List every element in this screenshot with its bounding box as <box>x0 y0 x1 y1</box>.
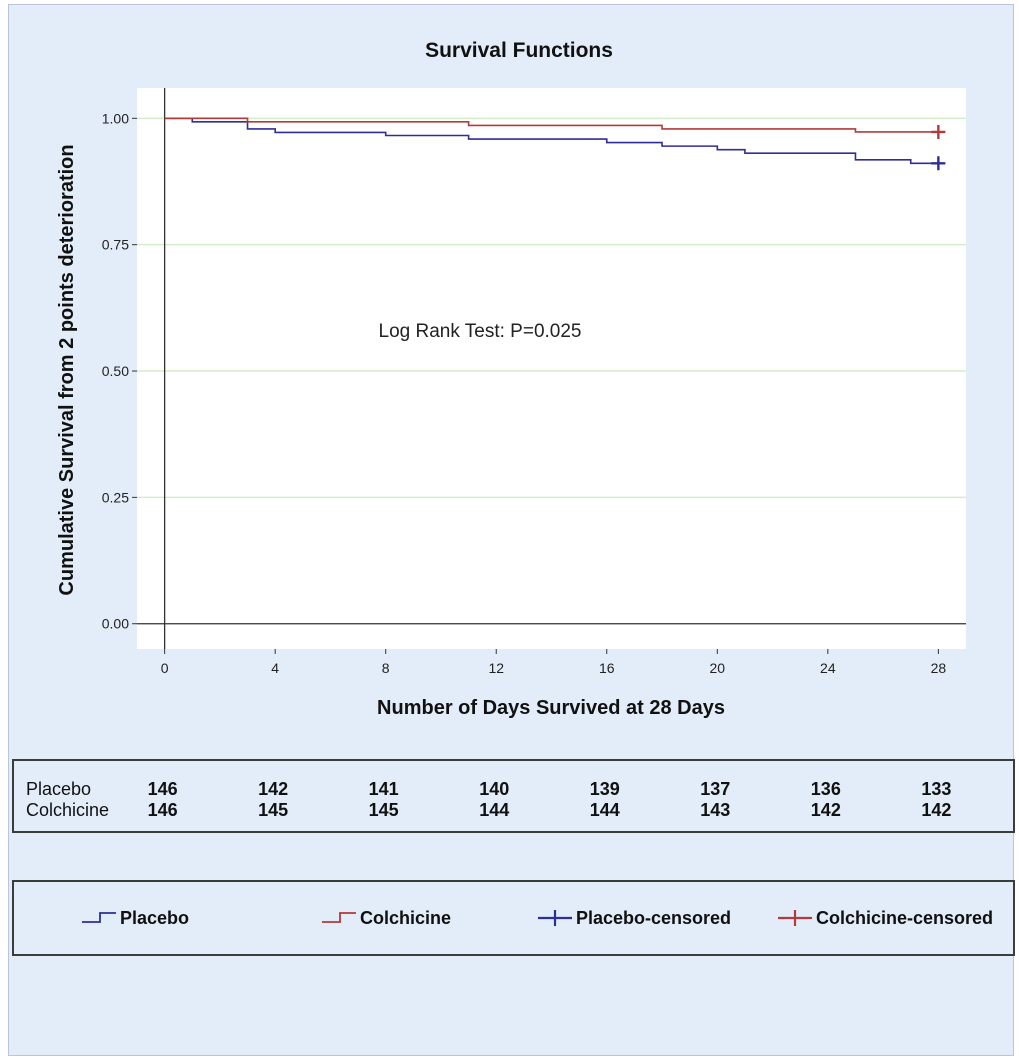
legend-item-colchicine: Colchicine <box>320 882 451 954</box>
legend-plus-icon-2 <box>538 910 572 926</box>
risk-value: 142 <box>258 779 289 799</box>
x-tick-label-7: 28 <box>931 660 947 676</box>
censor-mark-colchicine-0 <box>931 124 946 139</box>
x-axis-title: Number of Days Survived at 28 Days <box>377 697 725 719</box>
y-tick-label-3: 0.75 <box>102 237 129 253</box>
censor-mark-placebo-0 <box>931 156 946 171</box>
y-axis-title: Cumulative Survival from 2 points deteri… <box>56 144 78 595</box>
legend-label: Colchicine-censored <box>816 907 994 928</box>
legend-plus-icon-3 <box>778 910 812 926</box>
risk-value: 142 <box>921 800 952 820</box>
legend-step-icon-1 <box>322 912 356 923</box>
risk-value: 133 <box>921 779 952 799</box>
legend-item-colchicine-censored: Colchicine-censored <box>776 882 993 954</box>
x-tick-label-1: 4 <box>271 660 279 676</box>
tick-labels: 0.00 0.25 0.50 0.75 1.00 0 4 8 12 16 20 24 28 <box>102 110 947 676</box>
plot-area <box>137 88 966 649</box>
x-tick-label-0: 0 <box>161 660 169 676</box>
legend-step-icon-0 <box>82 912 116 923</box>
legend: Placebo Colchicine Placebo-censored Colchic… <box>12 880 1015 956</box>
risk-value: 140 <box>479 779 510 799</box>
gridlines <box>137 117 966 499</box>
y-tick-label-0: 0.00 <box>102 616 129 632</box>
x-tick-label-6: 24 <box>820 660 836 676</box>
legend-label: Placebo <box>120 907 190 928</box>
legend-item-placebo: Placebo <box>80 882 189 954</box>
risk-value: 145 <box>368 800 399 820</box>
x-tick-label-4: 16 <box>599 660 615 676</box>
risk-value: 143 <box>700 800 731 820</box>
risk-value: 139 <box>589 779 620 799</box>
x-tick-label-2: 8 <box>382 660 390 676</box>
legend-label: Colchicine <box>360 907 452 928</box>
chart-title: Survival Functions <box>425 39 613 62</box>
log-rank-annotation: Log Rank Test: P=0.025 <box>379 321 582 342</box>
risk-value: 141 <box>368 779 399 799</box>
risk-row-label-placebo: Placebo <box>26 779 92 799</box>
chart-svg: Survival Functions 0.000.250.500.751.000… <box>56 39 966 719</box>
series-line-placebo <box>164 117 939 165</box>
risk-value: 142 <box>810 800 841 820</box>
risk-value: 137 <box>700 779 731 799</box>
legend-label: Placebo-censored <box>576 907 732 928</box>
x-tick-label-3: 12 <box>488 660 504 676</box>
axes <box>137 88 966 649</box>
risk-value: 146 <box>147 779 178 799</box>
risk-value: 146 <box>147 800 178 820</box>
y-tick-label-1: 0.25 <box>102 489 129 505</box>
number-at-risk-table: Placebo 146 142 141 140 139 137 136 133 Colchicin… <box>12 759 1015 833</box>
series-group <box>164 117 946 171</box>
risk-value: 144 <box>479 800 510 820</box>
series-line-colchicine <box>164 117 939 133</box>
risk-value: 145 <box>258 800 289 820</box>
risk-value: 136 <box>810 779 841 799</box>
risk-row-label-colchicine: Colchicine <box>26 800 110 820</box>
legend-item-placebo-censored: Placebo-censored <box>536 882 731 954</box>
y-tick-label-2: 0.50 <box>102 363 129 379</box>
y-tick-label-4: 1.00 <box>102 110 129 126</box>
risk-value: 144 <box>589 800 620 820</box>
x-tick-label-5: 20 <box>710 660 726 676</box>
